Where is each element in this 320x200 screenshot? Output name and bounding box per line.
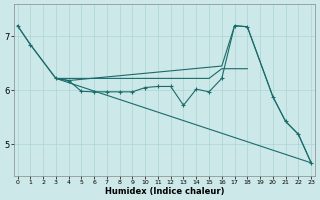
X-axis label: Humidex (Indice chaleur): Humidex (Indice chaleur)	[105, 187, 224, 196]
